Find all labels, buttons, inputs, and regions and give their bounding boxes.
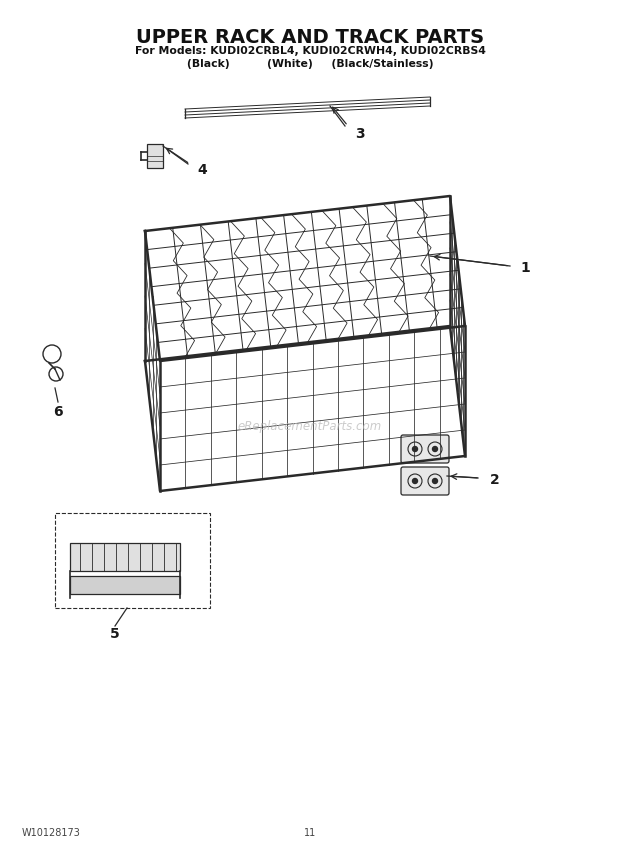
Text: UPPER RACK AND TRACK PARTS: UPPER RACK AND TRACK PARTS [136,28,484,47]
Circle shape [412,447,417,451]
FancyBboxPatch shape [401,435,449,463]
Circle shape [433,447,438,451]
Text: 3: 3 [355,127,365,141]
Text: 2: 2 [490,473,500,487]
Text: 4: 4 [197,163,207,177]
Text: 5: 5 [110,627,120,641]
Text: W10128173: W10128173 [22,828,81,838]
Circle shape [433,479,438,484]
Text: 1: 1 [520,261,530,275]
Text: (Black)          (White)     (Black/Stainless): (Black) (White) (Black/Stainless) [187,59,433,69]
Text: For Models: KUDI02CRBL4, KUDI02CRWH4, KUDI02CRBS4: For Models: KUDI02CRBL4, KUDI02CRWH4, KU… [135,46,485,56]
Bar [147,144,163,168]
Bar [55,513,210,608]
FancyBboxPatch shape [401,467,449,495]
Circle shape [412,479,417,484]
Bar [70,543,180,571]
Text: 6: 6 [53,405,63,419]
Text: eReplacementParts.com: eReplacementParts.com [238,419,382,432]
Text: 11: 11 [304,828,316,838]
Bar [70,576,180,594]
